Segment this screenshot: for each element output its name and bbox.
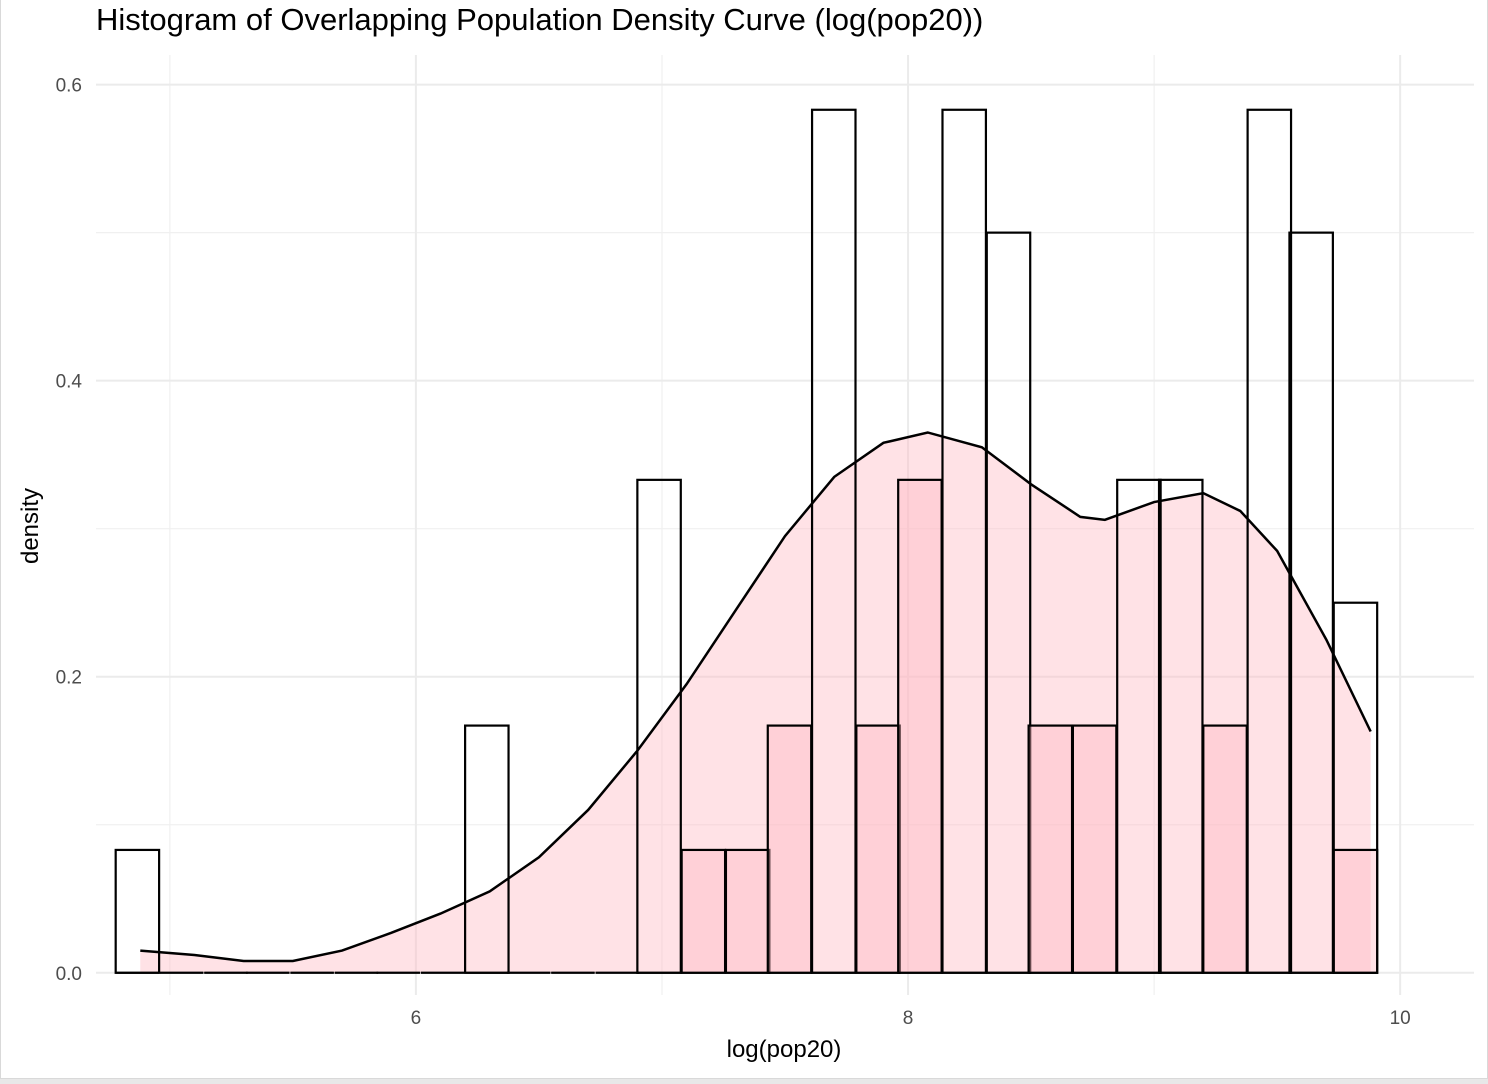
y-axis-tick-labels: 0.0 0.2 0.4 0.6 [56,76,83,985]
overlap-histogram-bar [766,724,813,974]
overlap-histogram-bar [680,848,727,974]
overlap-histogram-bar [1027,724,1074,974]
overlap-histogram-bar [897,478,943,974]
x-axis-title: log(pop20) [727,1036,842,1063]
density-area-fill [140,432,1371,973]
overlap-histogram-bar [1071,724,1118,974]
window-bottom-edge [0,1079,1488,1084]
y-tick-label: 0.0 [56,964,82,985]
y-tick-label: 0.4 [56,372,83,393]
x-tick-label: 6 [411,1008,422,1029]
x-tick-label: 10 [1390,1008,1411,1029]
overlap-histogram-bar [724,848,771,974]
chart-title: Histogram of Overlapping Population Dens… [96,2,984,37]
y-tick-label: 0.6 [56,76,82,97]
overlap-histogram-bar [1202,724,1248,974]
overlap-histogram-bar [1332,848,1379,974]
y-tick-label: 0.2 [56,668,82,689]
x-tick-label: 8 [903,1008,914,1029]
x-axis-tick-labels: 6 8 10 [411,1008,1411,1029]
y-axis-title: density [17,488,44,564]
histogram-bars [114,108,1379,974]
grid-minor-lines [96,55,1474,995]
density-curve-line [140,431,1372,963]
overlap-histogram-bar [855,724,901,974]
